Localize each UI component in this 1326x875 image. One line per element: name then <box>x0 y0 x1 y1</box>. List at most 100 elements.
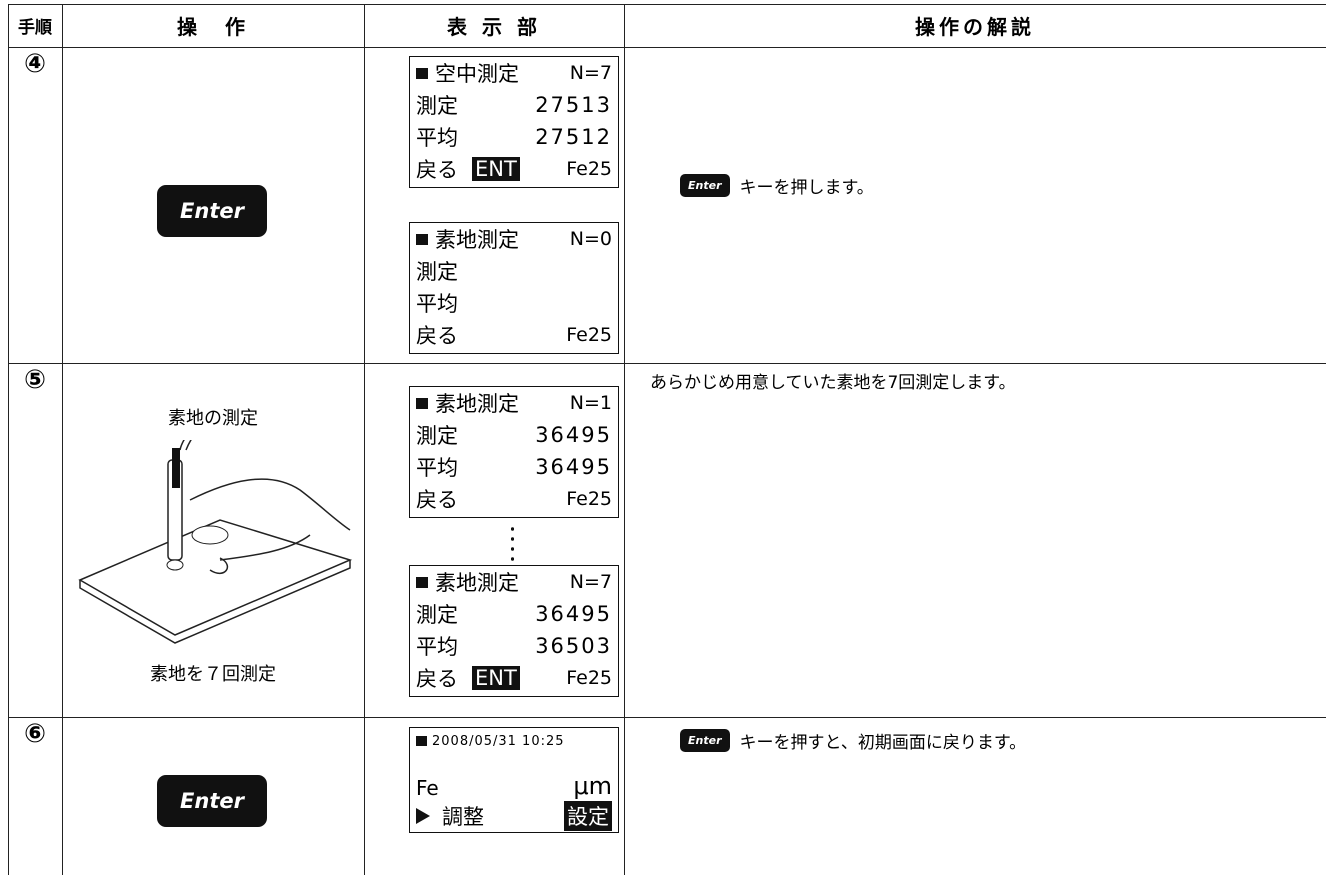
lcd-label: 平均 <box>416 126 458 150</box>
lcd-line: 調整 設定 <box>416 800 612 832</box>
lcd-group: 調整 <box>416 801 484 831</box>
lcd-element: Fe <box>416 776 439 800</box>
lcd-value: 36495 <box>535 455 612 479</box>
lcd-line: 戻る Fe25 <box>416 483 612 515</box>
lcd-ent: ENT <box>472 666 520 690</box>
lcd-group: 素地測定 <box>416 224 519 254</box>
lcd-back: 戻る <box>416 158 458 182</box>
lcd-group: 戻る <box>416 320 458 350</box>
lcd-line: 素地測定 N=1 <box>416 387 612 419</box>
enter-key-badge: Enter <box>680 728 730 752</box>
lcd-line: 2008/05/31 10:25 <box>416 728 612 754</box>
lcd-group: 素地測定 <box>416 388 519 418</box>
caption: 素地を７回測定 <box>63 660 363 686</box>
lcd-count: N=0 <box>569 228 612 250</box>
lcd-count: N=7 <box>569 571 612 593</box>
step-text: ⑥ <box>23 719 46 749</box>
lcd-icon <box>416 67 428 79</box>
lcd-line: 平均 27512 <box>416 121 612 153</box>
lcd-line: 素地測定 N=0 <box>416 223 612 255</box>
lcd-screen: 素地測定 N=1 測定 36495 平均 36495 戻る Fe25 <box>409 386 619 518</box>
continuation-dots <box>511 524 514 564</box>
lcd-label: 測定 <box>416 260 458 284</box>
lcd-value: 27513 <box>535 93 612 117</box>
lcd-count: N=1 <box>569 392 612 414</box>
rule <box>8 4 1326 5</box>
lcd-back: 戻る <box>416 324 458 348</box>
lcd-line: 戻る ENT Fe25 <box>416 662 612 694</box>
rule <box>624 4 625 875</box>
lcd-value: 27512 <box>535 125 612 149</box>
explanation: Enter キーを押すと、初期画面に戻ります。 <box>680 727 1026 753</box>
lcd-icon <box>416 736 427 746</box>
explanation-text: キーを押すと、初期画面に戻ります。 <box>739 732 1027 753</box>
lcd-screen: 素地測定 N=0 測定平均戻る Fe25 <box>409 222 619 354</box>
lcd-screen: 空中測定 N=7 測定 27513 平均 27512 戻る ENT Fe25 <box>409 56 619 188</box>
lcd-group: 戻る ENT <box>416 154 520 184</box>
explanation: Enter キーを押します。 <box>680 172 874 198</box>
lcd-label: 平均 <box>416 292 458 316</box>
lcd-settings: 設定 <box>564 801 612 831</box>
lcd-arrow <box>416 808 430 824</box>
lcd-back: 戻る <box>416 667 458 691</box>
enter-key-badge: Enter <box>680 173 730 197</box>
lcd-icon <box>416 233 428 245</box>
caption: 素地の測定 <box>63 404 363 430</box>
caption-text: 素地を７回測定 <box>150 664 276 685</box>
lcd-group: 戻る <box>416 484 458 514</box>
header-explanation: 操作の解説 <box>915 15 1035 39</box>
lcd-line: 測定 36495 <box>416 598 612 630</box>
lcd-count: N=7 <box>569 62 612 84</box>
key-label: Enter <box>180 199 244 223</box>
step-text: ⑤ <box>23 365 46 395</box>
lcd-group: 戻る ENT <box>416 663 520 693</box>
lcd-screen: 2008/05/31 10:25 Fe μm 調整 設定 <box>409 727 619 833</box>
rule <box>364 4 365 875</box>
lcd-title: 素地測定 <box>435 228 519 252</box>
lcd-line: 平均 <box>416 287 612 319</box>
step-number: ⑥ <box>10 719 60 749</box>
lcd-code: Fe25 <box>566 488 612 510</box>
lcd-group: 素地測定 <box>416 567 519 597</box>
lcd-label: 平均 <box>416 456 458 480</box>
lcd-line: 素地測定 N=7 <box>416 566 612 598</box>
enter-key[interactable]: Enter <box>157 185 267 237</box>
lcd-line: Fe μm <box>416 754 612 800</box>
step-text: ④ <box>23 49 46 79</box>
lcd-datetime: 2008/05/31 10:25 <box>432 733 565 749</box>
rule <box>8 47 1326 48</box>
lcd-value: 36495 <box>535 423 612 447</box>
lcd-icon <box>416 397 428 409</box>
lcd-back: 戻る <box>416 488 458 512</box>
lcd-line: 測定 27513 <box>416 89 612 121</box>
key-label: Enter <box>180 789 244 813</box>
lcd-line: 空中測定 N=7 <box>416 57 612 89</box>
probe-illustration <box>78 440 353 644</box>
lcd-value: 36503 <box>535 634 612 658</box>
lcd-adjust: 調整 <box>442 805 484 829</box>
step-number: ⑤ <box>10 365 60 395</box>
lcd-group: 空中測定 <box>416 58 519 88</box>
lcd-line: 戻る Fe25 <box>416 319 612 351</box>
lcd-value: 36495 <box>535 602 612 626</box>
rule <box>8 363 1326 364</box>
rule <box>8 717 1326 718</box>
lcd-line: 測定 <box>416 255 612 287</box>
caption-text: 素地の測定 <box>168 408 258 429</box>
header-display: 表 示 部 <box>447 15 541 39</box>
explanation-text: あらかじめ用意していた素地を7回測定します。 <box>650 372 1016 393</box>
enter-key[interactable]: Enter <box>157 775 267 827</box>
explanation: あらかじめ用意していた素地を7回測定します。 <box>650 367 1016 393</box>
lcd-line: 戻る ENT Fe25 <box>416 153 612 185</box>
lcd-unit: μm <box>573 772 612 800</box>
lcd-code: Fe25 <box>566 324 612 346</box>
header-step: 手順 <box>18 18 52 38</box>
lcd-title: 素地測定 <box>435 392 519 416</box>
rule <box>8 4 9 875</box>
explanation-text: キーを押します。 <box>739 177 874 198</box>
lcd-code: Fe25 <box>566 667 612 689</box>
lcd-line: 測定 36495 <box>416 419 612 451</box>
lcd-label: 測定 <box>416 94 458 118</box>
lcd-ent: ENT <box>472 157 520 181</box>
